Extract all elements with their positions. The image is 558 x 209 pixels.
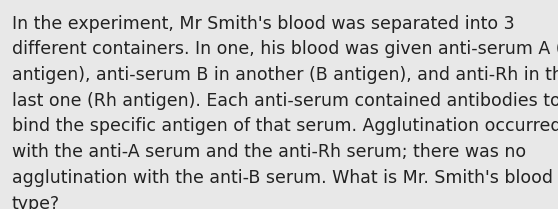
Text: In the experiment, Mr Smith's blood was separated into 3
different containers. I: In the experiment, Mr Smith's blood was … [12, 15, 558, 209]
